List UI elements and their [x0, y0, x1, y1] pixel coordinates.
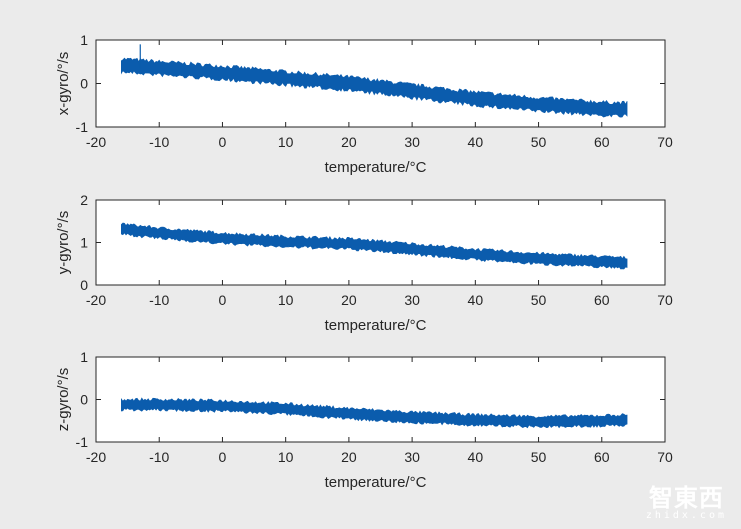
x-tick-label: 60 — [594, 134, 610, 150]
x-tick-label: 60 — [594, 292, 610, 308]
y-tick-label: 2 — [80, 192, 88, 208]
x-tick-label: 70 — [657, 292, 673, 308]
y-tick-label: 1 — [80, 32, 88, 48]
series-z-gyro — [121, 397, 628, 429]
watermark-logo: 智東西 zhidx.com — [646, 487, 727, 521]
series-x-gyro — [121, 57, 628, 118]
x-tick-label: 20 — [341, 134, 357, 150]
y-axis-label: y-gyro/°/s — [55, 211, 72, 275]
x-tick-label: 10 — [278, 449, 294, 465]
watermark-cn: 智東西 — [648, 485, 724, 512]
y-tick-label: 0 — [80, 277, 88, 293]
subplot-2: -20 -10 0 10 20 30 40 50 60 70 0 1 2 temperature/°C y-… — [55, 192, 673, 334]
subplot-3: -20 -10 0 10 20 30 40 50 60 70-101temperature/°Cz… — [55, 349, 673, 491]
x-tick-label: -10 — [149, 134, 169, 150]
x-tick-label: 40 — [468, 134, 484, 150]
x-tick-label: 50 — [531, 134, 547, 150]
series-y-gyro — [121, 222, 628, 270]
watermark-url: zhidx.com — [645, 510, 727, 521]
x-tick-label: 10 — [278, 292, 294, 308]
x-tick-label: 30 — [404, 134, 420, 150]
x-axis-label: temperature/°C — [325, 159, 427, 176]
y-tick-label: -1 — [76, 119, 89, 135]
y-tick-label: -1 — [76, 434, 89, 450]
x-tick-label: -20 — [86, 449, 106, 465]
x-tick-label: 70 — [657, 449, 673, 465]
y-axis-label: z-gyro/°/s — [55, 368, 72, 432]
x-tick-label: -10 — [149, 292, 169, 308]
x-tick-label: 20 — [341, 292, 357, 308]
x-tick-label: 0 — [219, 134, 227, 150]
x-axis-label: temperature/°C — [325, 474, 427, 491]
y-tick-label: 1 — [80, 349, 88, 365]
x-tick-label: 20 — [341, 449, 357, 465]
x-tick-label: -20 — [86, 292, 106, 308]
x-tick-label: 30 — [404, 449, 420, 465]
x-tick-label: 50 — [531, 449, 547, 465]
x-tick-label: 40 — [468, 449, 484, 465]
x-axis-label: temperature/°C — [325, 317, 427, 334]
x-tick-label: 30 — [404, 292, 420, 308]
axes-background — [96, 357, 665, 442]
x-tick-label: -10 — [149, 449, 169, 465]
x-tick-label: 10 — [278, 134, 294, 150]
y-tick-label: 1 — [80, 235, 88, 251]
subplot-1: -20 -10 0 10 20 30 40 50 60 70-101temperature/°Cx… — [55, 32, 673, 176]
x-tick-label: 50 — [531, 292, 547, 308]
x-tick-label: 40 — [468, 292, 484, 308]
x-tick-label: -20 — [86, 134, 106, 150]
x-tick-label: 70 — [657, 134, 673, 150]
x-tick-label: 0 — [219, 449, 227, 465]
x-tick-label: 0 — [219, 292, 227, 308]
y-tick-label: 0 — [80, 392, 88, 408]
y-axis-label: x-gyro/°/s — [55, 52, 72, 116]
x-tick-label: 60 — [594, 449, 610, 465]
y-tick-label: 0 — [80, 76, 88, 92]
